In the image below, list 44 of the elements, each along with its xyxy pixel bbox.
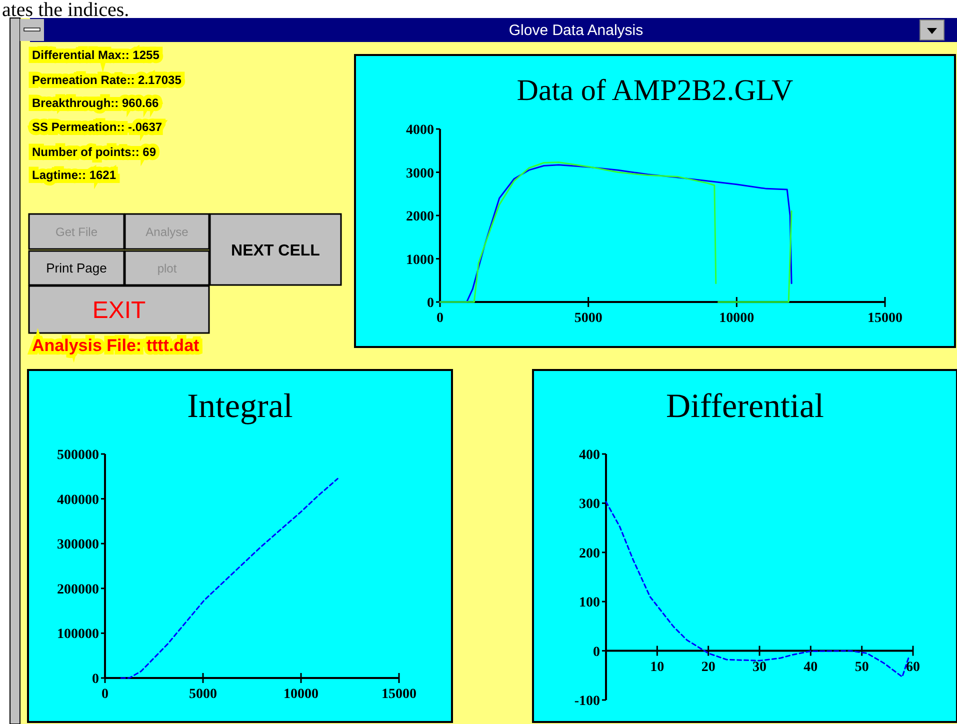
x-tick-label: 10 bbox=[650, 660, 664, 675]
y-tick-label: 400 bbox=[579, 448, 600, 463]
y-tick-label: 200000 bbox=[57, 582, 99, 598]
x-tick-label: 10000 bbox=[284, 687, 318, 702]
x-tick-label: 20 bbox=[701, 660, 716, 675]
button[interactable]: EXIT bbox=[28, 285, 210, 334]
button[interactable]: NEXT CELL bbox=[209, 213, 342, 286]
x-tick-label: 15000 bbox=[868, 311, 902, 326]
chart-title: Data of AMP2B2.GLV bbox=[516, 74, 794, 107]
y-tick-label: 0 bbox=[593, 644, 600, 660]
y-tick-label: 2000 bbox=[406, 210, 434, 224]
x-tick-label: 5000 bbox=[574, 311, 602, 326]
y-tick-label: 4000 bbox=[406, 123, 434, 138]
x-tick-label: 60 bbox=[906, 660, 920, 675]
y-tick-label: 100000 bbox=[57, 627, 99, 642]
chart-title: Differential bbox=[666, 388, 824, 425]
text: Number of points:: 69 bbox=[32, 145, 156, 159]
x-tick-label: 0 bbox=[436, 311, 444, 326]
text: Glove Data Analysis bbox=[508, 22, 644, 39]
x-tick-label: 50 bbox=[854, 660, 869, 675]
y-tick-label: 0 bbox=[427, 296, 434, 311]
y-tick-label: 300000 bbox=[57, 538, 99, 553]
y-tick-label: 300 bbox=[579, 497, 600, 512]
text: Lagtime:: 1621 bbox=[32, 168, 116, 182]
text: Permeation Rate:: 2.17035 bbox=[32, 73, 182, 87]
text: Differential Max:: 1255 bbox=[32, 48, 160, 62]
x-tick-label: 30 bbox=[752, 660, 766, 675]
y-tick-label: 500000 bbox=[57, 448, 99, 463]
y-tick-label: 100 bbox=[579, 596, 600, 611]
x-tick-label: 10000 bbox=[719, 311, 754, 326]
y-tick-label: -100 bbox=[574, 694, 600, 709]
line-series bbox=[120, 478, 338, 679]
x-tick-label: 0 bbox=[102, 687, 108, 702]
y-tick-label: 1000 bbox=[406, 252, 434, 268]
chart-title: Integral bbox=[187, 388, 293, 425]
text: ates the indices. bbox=[2, 0, 130, 21]
button[interactable]: Print Page bbox=[28, 250, 125, 286]
y-tick-label: 0 bbox=[92, 672, 99, 687]
x-tick-label: 40 bbox=[804, 660, 818, 675]
y-tick-label: 3000 bbox=[406, 166, 434, 182]
y-tick-label: 400000 bbox=[57, 492, 99, 508]
x-tick-label: 5000 bbox=[189, 687, 217, 702]
x-tick-label: 15000 bbox=[382, 687, 416, 702]
y-tick-label: 200 bbox=[579, 546, 600, 562]
